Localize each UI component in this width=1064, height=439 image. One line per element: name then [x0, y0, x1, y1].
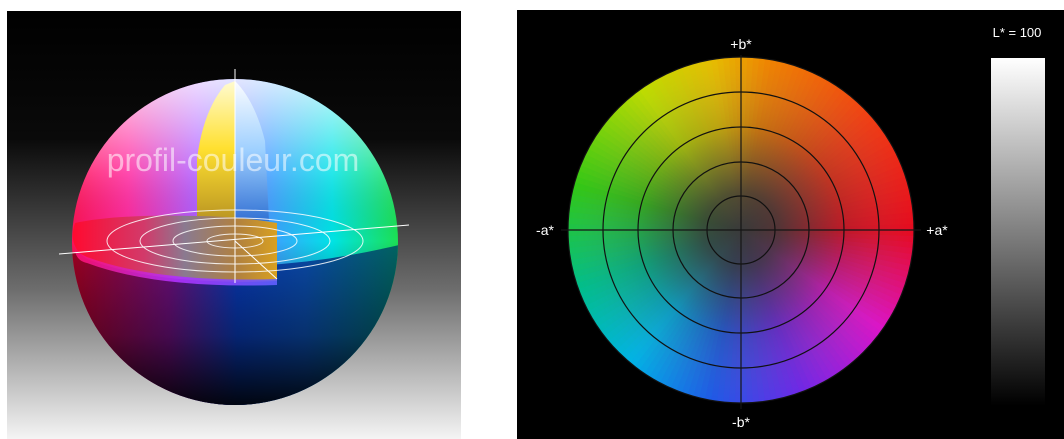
ab-wheel-panel: +b* -b* -a* +a* L* = 100: [517, 10, 1064, 439]
axis-label-pos-b: +b*: [730, 36, 752, 52]
watermark: profil-couleur.com: [107, 142, 360, 178]
axis-label-pos-a: +a*: [926, 222, 948, 238]
lab-sphere-illustration: profil-couleur.com: [7, 11, 461, 439]
axis-label-neg-b: -b*: [732, 414, 750, 430]
ab-wheel-diagram: +b* -b* -a* +a* L* = 100: [517, 10, 1064, 439]
lab-sphere-panel: profil-couleur.com: [7, 11, 461, 439]
lightness-label: L* = 100: [993, 25, 1042, 40]
sphere-axes: [58, 69, 410, 283]
lightness-scale-bar: [991, 58, 1045, 406]
axis-label-neg-a: -a*: [536, 222, 554, 238]
wheel-axes: [561, 55, 921, 409]
